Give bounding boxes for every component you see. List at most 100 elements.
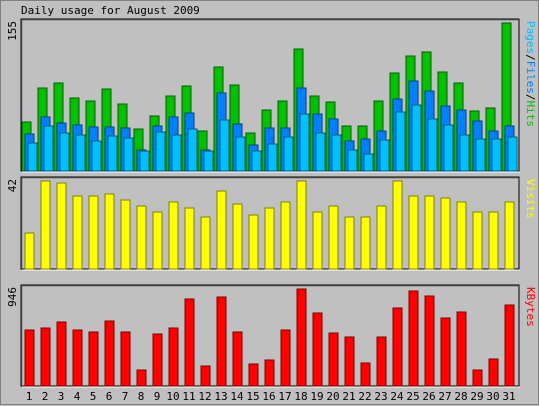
x-tick-label: 3: [58, 390, 65, 403]
x-tick-label: 6: [106, 390, 113, 403]
bar-visits-day-13: [216, 190, 227, 270]
bar-kbytes-day-27: [440, 317, 451, 387]
bar-kbytes-day-9: [152, 333, 163, 387]
bar-kbytes-day-6: [104, 320, 115, 387]
bar-pages-day-31: [507, 136, 518, 172]
bar-pages-day-22: [363, 153, 374, 172]
x-tick-label: 22: [358, 390, 371, 403]
bar-pages-day-14: [235, 136, 246, 172]
series-legend-label: Visits: [524, 179, 537, 219]
bar-pages-day-1: [27, 142, 38, 172]
panel-3: 946 KBytes: [6, 284, 537, 388]
bar-visits-day-11: [184, 207, 195, 270]
bar-pages-day-5: [91, 140, 102, 172]
x-tick-label: 26: [422, 390, 435, 403]
x-tick-label: 7: [122, 390, 129, 403]
bar-visits-day-31: [504, 201, 515, 270]
bar-visits-day-17: [280, 201, 291, 270]
bar-kbytes-day-12: [200, 365, 211, 387]
bar-pages-day-23: [379, 139, 390, 172]
y-max-label: 155: [6, 21, 19, 41]
bar-pages-day-17: [283, 136, 294, 172]
bar-visits-day-1: [24, 232, 35, 270]
bar-visits-day-4: [72, 195, 83, 270]
bar-pages-day-28: [459, 134, 470, 172]
x-tick-label: 30: [486, 390, 499, 403]
bar-visits-day-5: [88, 195, 99, 270]
bar-kbytes-day-14: [232, 331, 243, 387]
bar-pages-day-3: [59, 132, 70, 172]
bar-visits-day-12: [200, 216, 211, 270]
bar-kbytes-day-11: [184, 298, 195, 387]
bar-pages-day-15: [251, 150, 262, 172]
bar-visits-day-16: [264, 207, 275, 270]
bar-pages-day-19: [315, 132, 326, 172]
bar-visits-day-6: [104, 193, 115, 270]
bar-pages-day-11: [187, 128, 198, 172]
x-tick-label: 4: [74, 390, 81, 403]
bar-kbytes-day-5: [88, 331, 99, 387]
bar-kbytes-day-17: [280, 329, 291, 387]
x-tick-label: 29: [470, 390, 483, 403]
bar-kbytes-day-25: [408, 290, 419, 387]
x-tick-label: 21: [342, 390, 355, 403]
bar-visits-day-8: [136, 205, 147, 270]
bar-pages-day-29: [475, 138, 486, 172]
bar-kbytes-day-1: [24, 329, 35, 387]
x-tick-label: 15: [246, 390, 259, 403]
bar-visits-day-14: [232, 203, 243, 270]
bar-kbytes-day-29: [472, 369, 483, 387]
bar-kbytes-day-8: [136, 369, 147, 387]
bar-pages-day-25: [411, 104, 422, 172]
bar-kbytes-day-30: [488, 358, 499, 387]
bar-kbytes-day-28: [456, 311, 467, 387]
bar-visits-day-20: [328, 205, 339, 270]
bar-pages-day-18: [299, 113, 310, 172]
x-tick-label: 31: [502, 390, 515, 403]
bar-visits-day-9: [152, 211, 163, 270]
bar-pages-day-10: [171, 134, 182, 172]
bar-visits-day-22: [360, 216, 371, 270]
x-tick-label: 13: [214, 390, 227, 403]
bar-visits-day-24: [392, 180, 403, 270]
bar-visits-day-19: [312, 211, 323, 270]
bar-kbytes-day-24: [392, 307, 403, 387]
x-tick-label: 9: [154, 390, 161, 403]
bar-visits-day-2: [40, 180, 51, 270]
bar-visits-day-3: [56, 182, 67, 270]
bar-pages-day-21: [347, 149, 358, 172]
x-tick-label: 11: [182, 390, 195, 403]
bar-pages-day-20: [331, 134, 342, 172]
bar-visits-day-15: [248, 214, 259, 270]
bar-pages-day-4: [75, 134, 86, 172]
x-tick-label: 1: [26, 390, 33, 403]
bar-visits-day-18: [296, 180, 307, 270]
bar-kbytes-day-10: [168, 327, 179, 387]
bar-kbytes-day-16: [264, 359, 275, 387]
x-tick-label: 2: [42, 390, 49, 403]
bar-kbytes-day-2: [40, 327, 51, 387]
bar-pages-day-24: [395, 111, 406, 172]
bar-pages-day-7: [123, 137, 134, 172]
bar-visits-day-23: [376, 205, 387, 270]
bar-visits-day-25: [408, 195, 419, 270]
series-legend-label: KBytes: [524, 287, 537, 327]
bar-visits-day-7: [120, 199, 131, 270]
x-tick-label: 27: [438, 390, 451, 403]
bar-visits-day-27: [440, 197, 451, 270]
x-tick-label: 12: [198, 390, 211, 403]
bar-kbytes-day-26: [424, 295, 435, 387]
bar-pages-day-6: [107, 135, 118, 172]
bar-pages-day-13: [219, 119, 230, 172]
bar-kbytes-day-22: [360, 362, 371, 387]
x-axis-labels: 1 2 3 4 5 6 7 8 9 10 11 12 13 14 15 16 17 18 19 20 21 22 23 24 2…: [26, 390, 516, 403]
x-tick-label: 24: [390, 390, 404, 403]
bar-visits-day-10: [168, 201, 179, 270]
bar-pages-day-9: [155, 131, 166, 172]
bar-kbytes-day-19: [312, 312, 323, 387]
bar-kbytes-day-13: [216, 296, 227, 387]
bar-kbytes-day-4: [72, 329, 83, 387]
x-tick-label: 18: [294, 390, 307, 403]
